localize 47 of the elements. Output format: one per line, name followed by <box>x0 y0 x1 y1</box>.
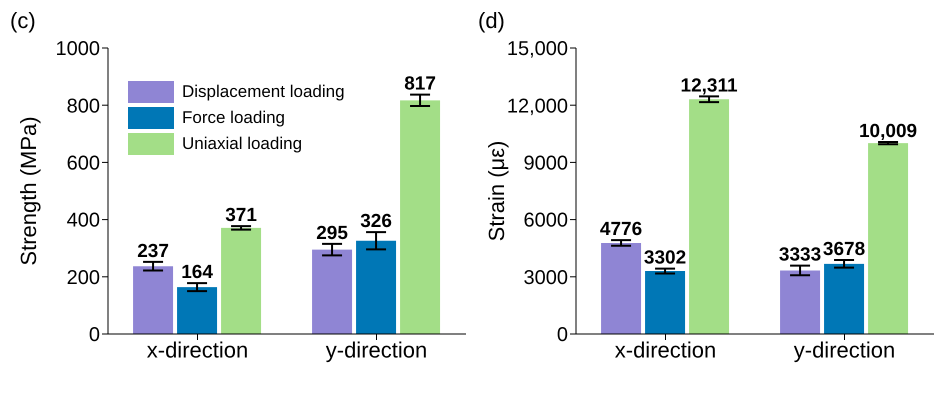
y-tick-label: 800 <box>66 95 100 118</box>
bar <box>689 99 730 334</box>
legend-label: Force loading <box>182 107 286 129</box>
bar <box>221 228 262 334</box>
bar <box>780 270 820 334</box>
data-label: 3678 <box>822 239 866 260</box>
y-tick-label: 15,000 <box>506 38 568 60</box>
data-label: 12,311 <box>680 75 738 96</box>
chart-title: (d) <box>478 8 505 34</box>
y-tick-label: 12,000 <box>506 95 568 118</box>
bar <box>133 266 174 334</box>
data-label: 237 <box>137 240 169 262</box>
y-tick-label: 9000 <box>524 152 568 174</box>
data-label: 3302 <box>644 248 686 269</box>
y-tick-label: 6000 <box>524 210 568 232</box>
data-label: 4776 <box>600 219 642 240</box>
data-label: 326 <box>360 211 392 232</box>
x-tick-label: x-direction <box>146 338 248 363</box>
x-tick-label: y-direction <box>326 338 428 363</box>
data-label: 371 <box>225 205 258 226</box>
data-label: 164 <box>181 262 214 284</box>
y-axis-title: Strength (MPa) <box>16 116 41 266</box>
data-label: 10,009 <box>858 121 918 142</box>
x-tick-label: x-direction <box>614 338 716 363</box>
data-label: 3333 <box>778 244 822 266</box>
bar <box>868 143 908 334</box>
y-tick-label: 400 <box>66 210 100 232</box>
bar <box>601 242 642 334</box>
y-tick-label: 3000 <box>524 266 568 289</box>
bar <box>645 271 686 334</box>
y-tick-label: 0 <box>88 324 100 346</box>
y-tick-label: 600 <box>66 152 100 174</box>
y-tick-label: 1000 <box>56 38 100 60</box>
y-tick-label: 0 <box>556 324 568 346</box>
chart-title: (c) <box>10 8 36 34</box>
bar <box>400 100 440 334</box>
bar <box>312 250 352 334</box>
data-label: 295 <box>316 222 348 244</box>
bar <box>824 264 864 334</box>
x-tick-label: y-direction <box>794 338 896 363</box>
data-label: 817 <box>404 74 436 95</box>
bar <box>356 240 396 334</box>
legend-label: Displacement loading <box>182 81 345 103</box>
legend-label: Uniaxial loading <box>182 133 302 155</box>
y-axis-title: Strain (με) <box>484 140 509 242</box>
bar <box>177 287 218 334</box>
y-tick-label: 200 <box>66 266 100 289</box>
